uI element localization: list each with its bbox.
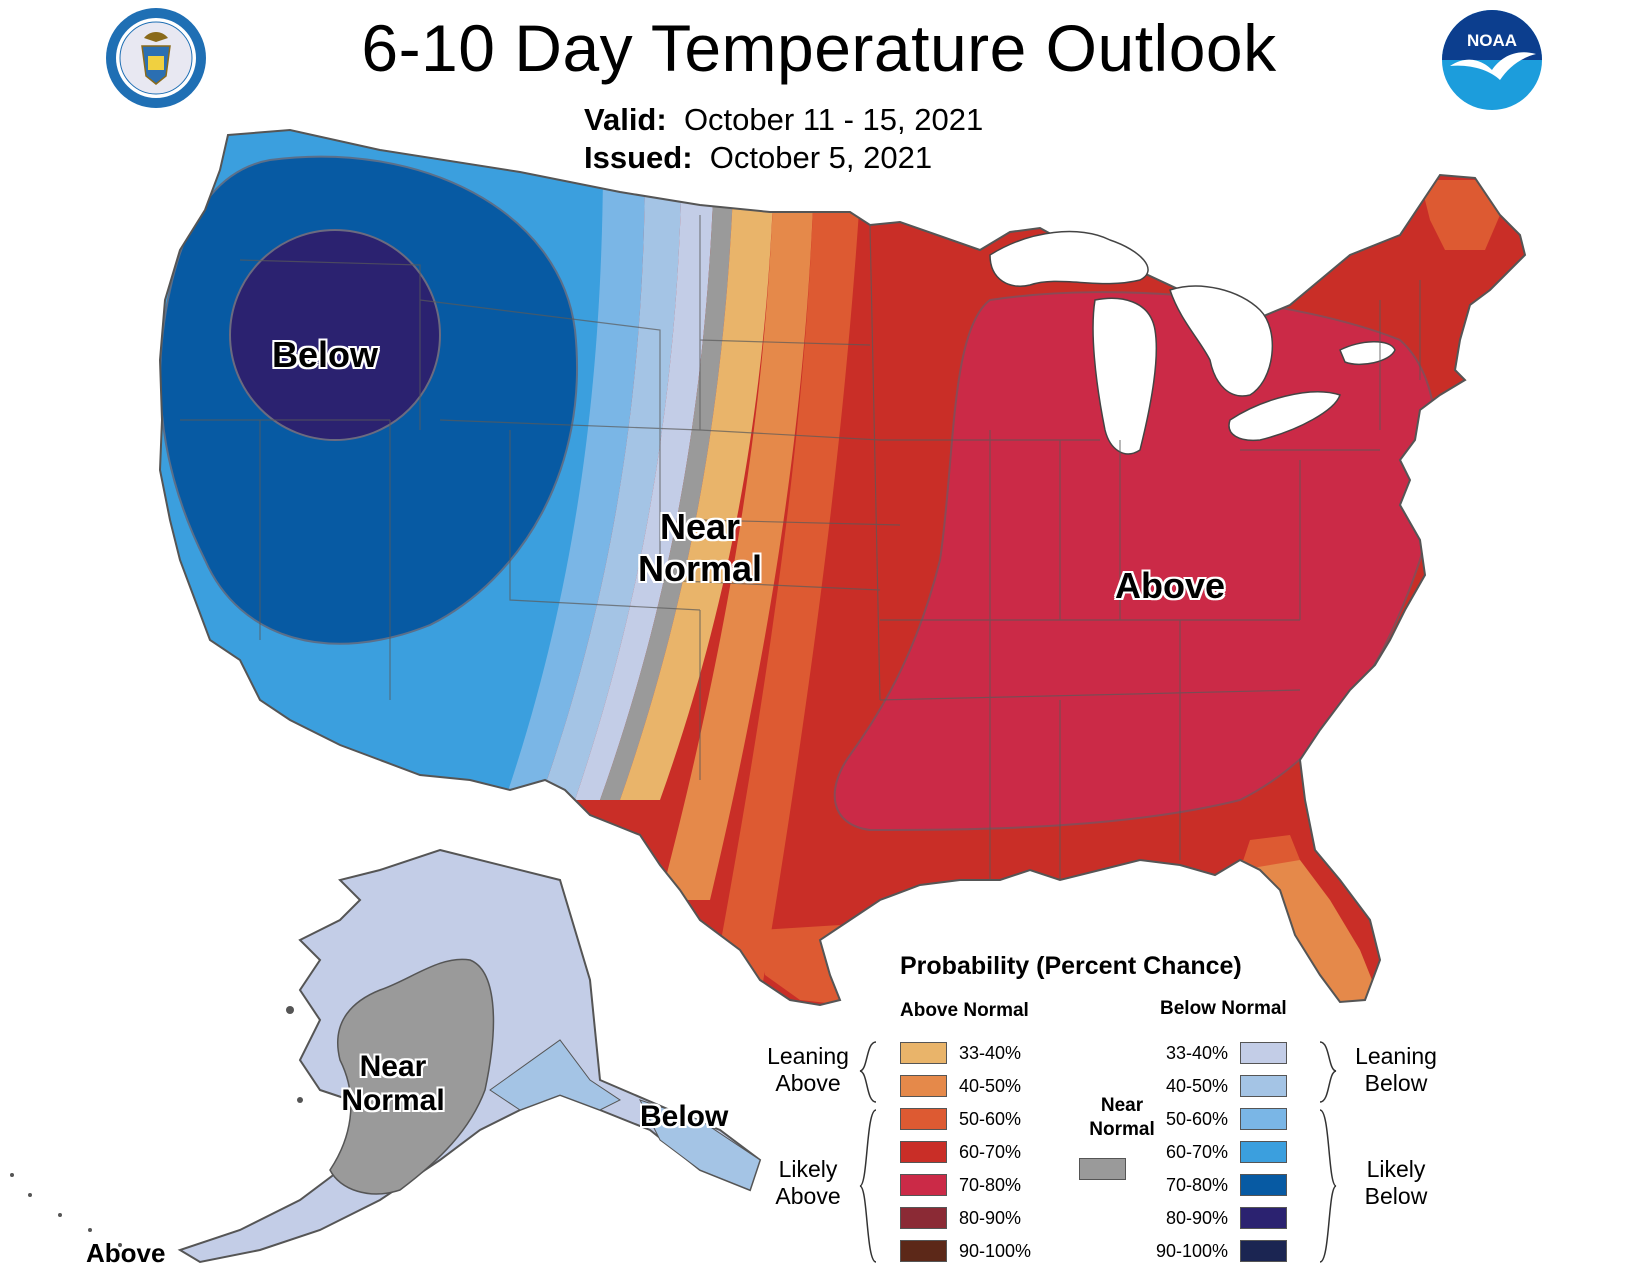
legend-below-label: 80-90% (1165, 1207, 1228, 1228)
issued-line: Issued: October 5, 2021 (584, 139, 932, 177)
legend-likely-below: Likely Below (1364, 1156, 1428, 1209)
legend-above-swatch (900, 1141, 947, 1163)
legend-above-items: 33-40% 40-50% 50-60% 60-70% 70-80% 80-90% 90-1… (900, 1040, 1060, 1270)
legend-above-header: Above Normal (900, 1000, 1029, 1021)
legend-below-row: 40-50% (1150, 1073, 1287, 1099)
legend-above-row: 80-90% (900, 1205, 1021, 1231)
state-boundaries (180, 215, 1421, 880)
legend-below-swatch (1240, 1042, 1287, 1064)
legend-below-swatch (1240, 1108, 1287, 1130)
legend-below-items: 33-40% 40-50% 50-60% 60-70% 70-80% 80-90% 90-1… (1150, 1040, 1310, 1270)
legend-below-row: 60-70% (1150, 1139, 1287, 1165)
legend-below-label: 70-80% (1165, 1174, 1228, 1195)
legend-above-label: 33-40% (959, 1042, 1022, 1063)
great-lakes (989, 230, 1396, 455)
alaska-map (10, 848, 762, 1264)
legend-below-swatch (1240, 1240, 1287, 1262)
legend-above-label: 80-90% (959, 1207, 1022, 1228)
label-below: Below (272, 334, 379, 375)
legend-above-row: 90-100% (900, 1238, 1031, 1264)
legend-below-swatch (1240, 1207, 1287, 1229)
legend-above-swatch (900, 1240, 947, 1262)
legend-likely-above: Likely Above (775, 1156, 841, 1209)
legend-near-normal: Near Normal (1089, 1095, 1155, 1140)
legend-near-normal-swatch (1079, 1158, 1126, 1180)
alaska-label-below: Below (640, 1100, 729, 1133)
legend-above-row: 60-70% (900, 1139, 1021, 1165)
legend-below-row: 70-80% (1150, 1172, 1287, 1198)
page-title: 6-10 Day Temperature Outlook (361, 11, 1277, 85)
legend-leaning-below: Leaning Below (1355, 1043, 1437, 1096)
legend-above-label: 90-100% (959, 1240, 1032, 1261)
legend-below-label: 90-100% (1155, 1240, 1228, 1261)
legend-above-swatch (900, 1075, 947, 1097)
legend-above-label: 40-50% (959, 1075, 1022, 1096)
issued-label: Issued: (584, 140, 693, 175)
legend-above-row: 50-60% (900, 1106, 1021, 1132)
legend-below-row: 33-40% (1150, 1040, 1287, 1066)
legend-above-label: 50-60% (959, 1108, 1022, 1129)
legend-below-label: 50-60% (1165, 1108, 1228, 1129)
legend-below-row: 50-60% (1150, 1106, 1287, 1132)
alaska-label-near-normal: Near Normal (341, 1050, 445, 1117)
label-above: Above (1115, 565, 1226, 606)
legend-leaning-above: Leaning Above (767, 1043, 849, 1096)
legend-above-swatch (900, 1207, 947, 1229)
legend-below-row: 90-100% (1150, 1238, 1287, 1264)
legend-below-swatch (1240, 1174, 1287, 1196)
legend-title: Probability (Percent Chance) (900, 952, 1242, 980)
noaa-logo-text: NOAA (1467, 31, 1517, 50)
issued-date: October 5, 2021 (709, 140, 933, 175)
legend-above-row: 40-50% (900, 1073, 1021, 1099)
legend-above-label: 70-80% (959, 1174, 1022, 1195)
department-of-commerce-seal (106, 8, 206, 108)
legend-below-row: 80-90% (1150, 1205, 1287, 1231)
legend-above-label: 60-70% (959, 1141, 1022, 1162)
valid-line: Valid: October 11 - 15, 2021 (584, 101, 983, 139)
legend-below-swatch (1240, 1075, 1287, 1097)
legend-above-row: 33-40% (900, 1040, 1021, 1066)
legend-below-label: 60-70% (1165, 1141, 1228, 1162)
legend-above-row: 70-80% (900, 1172, 1021, 1198)
noaa-logo: NOAA (1442, 10, 1542, 110)
legend-above-swatch (900, 1108, 947, 1130)
valid-dates: October 11 - 15, 2021 (683, 102, 984, 137)
legend-below-label: 33-40% (1165, 1042, 1228, 1063)
legend-below-header: Below Normal (1160, 998, 1287, 1019)
legend-braces-above (859, 1041, 877, 1263)
alaska-label-above: Above (86, 1238, 166, 1268)
legend-above-swatch (900, 1174, 947, 1196)
legend-above-swatch (900, 1042, 947, 1064)
legend-below-label: 40-50% (1165, 1075, 1228, 1096)
legend-below-swatch (1240, 1141, 1287, 1163)
label-near-normal: Near Normal (637, 506, 763, 589)
legend-braces-below (1319, 1041, 1337, 1263)
valid-label: Valid: (584, 102, 667, 137)
